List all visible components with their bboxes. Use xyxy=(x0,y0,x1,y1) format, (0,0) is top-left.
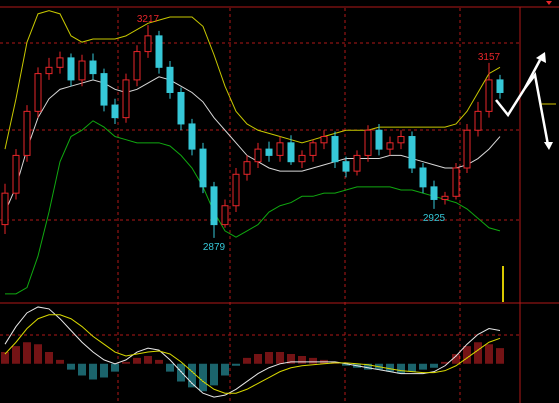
candle-body xyxy=(111,104,119,119)
candle-body xyxy=(452,167,460,197)
candle-body xyxy=(430,186,438,200)
candle-body xyxy=(496,79,504,93)
low-label: 2925 xyxy=(423,213,446,224)
candle-body xyxy=(78,60,86,81)
candle-body xyxy=(375,129,383,150)
grid xyxy=(0,8,520,403)
menu-icon[interactable] xyxy=(546,1,552,5)
band-line xyxy=(5,120,501,295)
candle-body xyxy=(243,161,251,175)
candle-body xyxy=(12,154,20,194)
candle-body xyxy=(331,136,339,163)
forecast-arrows xyxy=(495,59,550,146)
band-line xyxy=(4,10,501,150)
candle-body xyxy=(397,136,405,144)
candle-body xyxy=(287,142,295,163)
candle-body xyxy=(144,35,152,53)
candle-body xyxy=(364,129,372,156)
candle-body xyxy=(342,161,350,172)
candle-body xyxy=(1,192,9,226)
candle-body xyxy=(166,66,174,93)
candle-body xyxy=(254,148,262,163)
candle-body xyxy=(474,110,482,131)
arrow-head xyxy=(536,52,546,63)
candle-body xyxy=(265,148,273,156)
candle-body xyxy=(353,154,361,172)
candle-body xyxy=(34,73,42,112)
candle-body xyxy=(56,57,64,68)
arrow-head xyxy=(544,142,553,150)
candle-body xyxy=(386,142,394,150)
candle-body xyxy=(23,110,31,156)
candle-body xyxy=(309,142,317,156)
low-label: 2879 xyxy=(203,242,226,253)
candle-body xyxy=(67,57,75,81)
arrow-path xyxy=(524,72,550,146)
candle-body xyxy=(298,154,306,163)
candle-body xyxy=(89,60,97,75)
candle-body xyxy=(276,142,284,156)
candle-body xyxy=(100,73,108,106)
band-line xyxy=(4,76,501,213)
arrow-path xyxy=(495,59,542,118)
candle-body xyxy=(177,91,185,125)
candle-body xyxy=(419,167,427,188)
candle-body xyxy=(485,79,493,112)
candle-body xyxy=(155,35,163,68)
high-label: 3157 xyxy=(478,52,501,63)
macd-line xyxy=(4,314,501,394)
candle-body xyxy=(199,148,207,188)
candle-body xyxy=(221,205,229,226)
candle-body xyxy=(463,129,471,169)
candle-body xyxy=(133,51,141,81)
candle-body xyxy=(210,186,218,226)
candle-body xyxy=(320,136,328,144)
high-label: 3217 xyxy=(137,14,160,25)
candle-body xyxy=(232,173,240,207)
candle-body xyxy=(45,66,53,75)
candle-body xyxy=(441,195,449,200)
macd-line xyxy=(4,306,501,398)
candle-body xyxy=(122,79,130,119)
candle-body xyxy=(188,123,196,150)
candle-body xyxy=(408,136,416,169)
